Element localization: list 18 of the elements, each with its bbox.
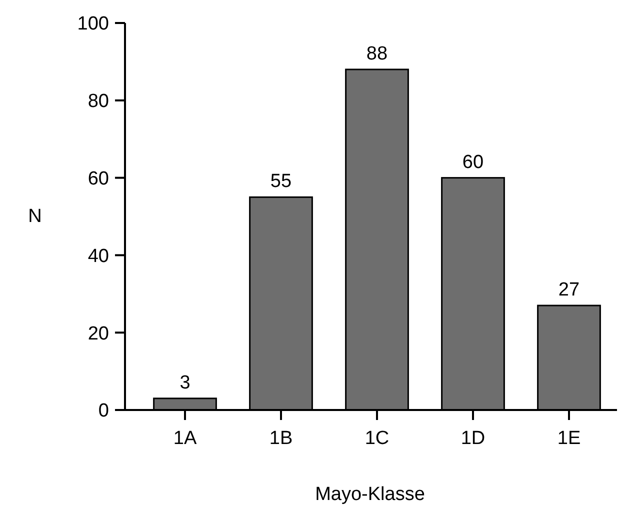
y-tick-label: 60 [88, 168, 109, 190]
y-tick-label: 80 [88, 91, 109, 112]
x-tick-label: 1B [269, 428, 293, 449]
x-tick-label: 1A [173, 428, 197, 449]
data-label: 55 [270, 171, 292, 192]
x-tick-label: 1C [364, 428, 390, 449]
y-tick-label: 0 [98, 400, 109, 422]
x-axis-title: Mayo-Klasse [315, 484, 425, 505]
y-tick-label: 100 [77, 14, 109, 35]
y-axis-title: N [28, 206, 42, 227]
data-label: 60 [462, 152, 484, 173]
data-label: 3 [180, 372, 190, 394]
x-tick-label: 1E [557, 428, 581, 449]
y-tick-label: 20 [88, 323, 109, 344]
data-label: 88 [366, 43, 388, 64]
data-label: 27 [558, 280, 580, 301]
y-tick-label: 40 [88, 246, 109, 267]
x-tick-label: 1D [460, 428, 486, 449]
